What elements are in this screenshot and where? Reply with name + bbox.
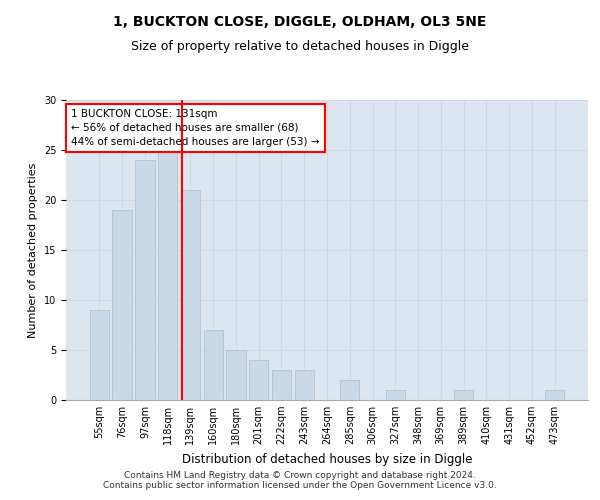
- Text: 1, BUCKTON CLOSE, DIGGLE, OLDHAM, OL3 5NE: 1, BUCKTON CLOSE, DIGGLE, OLDHAM, OL3 5N…: [113, 15, 487, 29]
- Bar: [272, 370, 291, 400]
- Bar: [545, 390, 564, 400]
- Bar: [135, 160, 155, 400]
- Bar: [249, 360, 268, 400]
- Text: Size of property relative to detached houses in Diggle: Size of property relative to detached ho…: [131, 40, 469, 53]
- Bar: [112, 210, 132, 400]
- Bar: [158, 150, 178, 400]
- Text: 1 BUCKTON CLOSE: 131sqm
← 56% of detached houses are smaller (68)
44% of semi-de: 1 BUCKTON CLOSE: 131sqm ← 56% of detache…: [71, 109, 320, 147]
- Text: Contains HM Land Registry data © Crown copyright and database right 2024.
Contai: Contains HM Land Registry data © Crown c…: [103, 470, 497, 490]
- Bar: [90, 310, 109, 400]
- Bar: [386, 390, 405, 400]
- Bar: [226, 350, 245, 400]
- Bar: [295, 370, 314, 400]
- Bar: [340, 380, 359, 400]
- Bar: [203, 330, 223, 400]
- Bar: [454, 390, 473, 400]
- X-axis label: Distribution of detached houses by size in Diggle: Distribution of detached houses by size …: [182, 452, 472, 466]
- Y-axis label: Number of detached properties: Number of detached properties: [28, 162, 38, 338]
- Bar: [181, 190, 200, 400]
